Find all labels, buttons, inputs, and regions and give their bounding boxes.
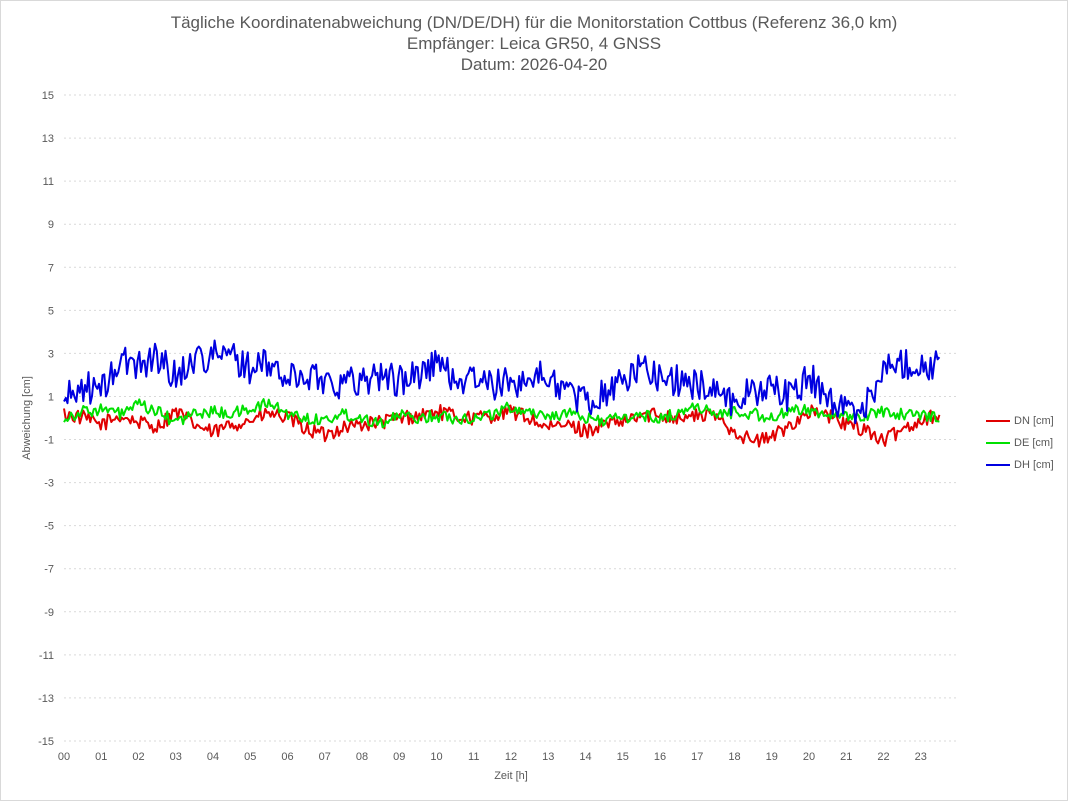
legend-item-dn: DN [cm] [986, 410, 1054, 432]
legend-item-de: DE [cm] [986, 432, 1054, 454]
y-tick-label: 9 [48, 219, 54, 231]
x-tick-label: 05 [244, 751, 256, 763]
x-tick-label: 16 [654, 751, 666, 763]
series-line-3 [63, 339, 941, 425]
x-tick-label: 10 [430, 751, 442, 763]
legend-label-dh: DH [cm] [1014, 459, 1054, 471]
y-tick-label: 3 [48, 348, 54, 360]
y-tick-label: 7 [48, 262, 54, 274]
x-tick-label: 07 [319, 751, 331, 763]
y-tick-label: -3 [44, 478, 54, 490]
x-tick-label: 09 [393, 751, 405, 763]
y-tick-label: -7 [44, 564, 54, 576]
legend-label-de: DE [cm] [1014, 437, 1054, 449]
x-tick-label: 19 [766, 751, 778, 763]
x-tick-label: 21 [840, 751, 852, 763]
x-tick-label: 04 [207, 751, 219, 763]
x-tick-label: 11 [468, 751, 479, 763]
chart-title: Tägliche Koordinatenabweichung (DN/DE/DH… [170, 13, 898, 32]
y-tick-label: 13 [42, 133, 54, 145]
legend-swatch-dh [986, 464, 1010, 466]
series-line-2 [63, 398, 940, 429]
chart-subtitle-date: Datum: 2026-04-20 [460, 55, 608, 74]
y-tick-label: 1 [48, 391, 54, 403]
chart-titles: Tägliche Koordinatenabweichung (DN/DE/DH… [0, 12, 1068, 75]
x-tick-label: 01 [95, 751, 107, 763]
y-tick-label: 5 [48, 305, 54, 317]
x-tick-label: 06 [281, 751, 293, 763]
x-tick-label: 03 [170, 751, 182, 763]
x-tick-label: 00 [58, 751, 70, 763]
x-tick-label: 08 [356, 751, 368, 763]
y-tick-label: -9 [44, 607, 54, 619]
x-tick-label: 02 [132, 751, 144, 763]
legend: DN [cm] DE [cm] DH [cm] [986, 410, 1054, 476]
x-tick-label: 18 [728, 751, 740, 763]
x-tick-label: 20 [803, 751, 815, 763]
y-tick-label: 15 [42, 90, 54, 102]
y-axis-title: Abweichung [cm] [21, 376, 33, 460]
x-tick-label: 14 [579, 751, 591, 763]
x-tick-label: 22 [877, 751, 889, 763]
y-tick-label: -13 [38, 693, 54, 705]
x-tick-label: 12 [505, 751, 517, 763]
x-axis-title: Zeit [h] [494, 770, 528, 782]
x-tick-label: 17 [691, 751, 703, 763]
x-tick-label: 23 [915, 751, 927, 763]
legend-swatch-dn [986, 420, 1010, 422]
y-tick-label: 11 [43, 176, 54, 188]
y-tick-label: -15 [38, 736, 54, 748]
chart-subtitle-receiver: Empfänger: Leica GR50, 4 GNSS [406, 34, 662, 53]
y-tick-label: -5 [44, 521, 54, 533]
legend-swatch-de [986, 442, 1010, 444]
y-tick-label: -11 [39, 650, 54, 662]
x-tick-label: 13 [542, 751, 554, 763]
x-tick-label: 15 [617, 751, 629, 763]
legend-item-dh: DH [cm] [986, 454, 1054, 476]
legend-label-dn: DN [cm] [1014, 415, 1054, 427]
y-tick-label: -1 [44, 435, 54, 447]
